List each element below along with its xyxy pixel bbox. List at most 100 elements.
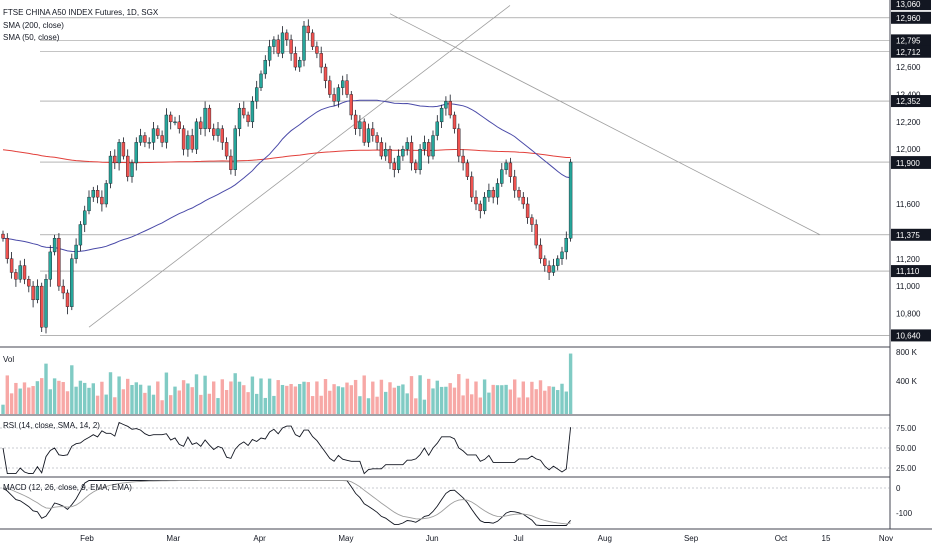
- price-tag-bg: [891, 34, 931, 47]
- sma200-line: [2, 149, 571, 164]
- volume-bar: [392, 387, 396, 414]
- price-tag-bg: [891, 95, 931, 108]
- candle-body: [18, 265, 22, 280]
- volume-bar: [207, 393, 212, 414]
- candle-body: [371, 128, 375, 136]
- sma50-legend: SMA (50, close): [3, 33, 60, 42]
- time-tick-label: Nov: [879, 534, 893, 543]
- volume-bar: [143, 392, 147, 414]
- candle-body: [160, 135, 164, 143]
- candle-body: [48, 251, 52, 280]
- volume-bar: [414, 398, 418, 414]
- volume-bar: [151, 394, 156, 414]
- volume-bar: [384, 391, 388, 414]
- candle-body: [530, 217, 534, 225]
- volume-bar: [108, 372, 113, 414]
- volume-bar: [5, 375, 9, 414]
- candle-body: [568, 161, 573, 239]
- volume-bar: [534, 389, 538, 414]
- volume-bar: [22, 382, 27, 414]
- price-tick-label: 12,960: [896, 14, 921, 23]
- volume-bar: [461, 395, 465, 414]
- time-tick-label: May: [338, 534, 353, 543]
- candle-body: [474, 196, 478, 205]
- candle-body: [422, 142, 427, 150]
- volume-bar: [439, 386, 444, 414]
- candle-body: [379, 142, 384, 157]
- volume-bar: [470, 394, 474, 414]
- candle-body: [242, 107, 246, 116]
- volume-bar: [349, 385, 353, 414]
- candle-body: [560, 251, 564, 259]
- time-tick-label: Sep: [684, 534, 699, 543]
- volume-bar: [517, 397, 521, 414]
- candle-body: [457, 128, 461, 157]
- volume-bar: [276, 380, 280, 414]
- volume-bar: [190, 387, 194, 414]
- candle-body: [534, 224, 538, 246]
- candle-body: [513, 176, 517, 191]
- time-tick-label: Oct: [775, 534, 788, 543]
- candle-body: [556, 258, 560, 266]
- volume-bar: [216, 398, 220, 414]
- time-tick-label: Mar: [166, 534, 180, 543]
- candle-body: [263, 60, 267, 75]
- candle-body: [306, 25, 310, 34]
- candle-body: [310, 32, 315, 47]
- volume-bar: [431, 388, 435, 414]
- price-tick-label: 12,600: [896, 63, 921, 72]
- candle-body: [40, 285, 44, 328]
- volume-bar: [491, 384, 495, 414]
- candle-body: [375, 135, 379, 143]
- price-tick-label: 11,000: [896, 282, 920, 291]
- candle-body: [401, 149, 405, 157]
- volume-bar: [341, 387, 345, 414]
- volume-bar: [173, 386, 177, 414]
- volume-bar: [83, 382, 87, 414]
- volume-bar: [379, 379, 384, 414]
- volume-bar: [186, 383, 190, 414]
- candle-body: [328, 80, 332, 95]
- volume-bar: [194, 374, 199, 414]
- candle-body: [57, 238, 61, 287]
- volume-bar: [121, 389, 126, 414]
- candle-body: [491, 190, 495, 198]
- volume-bar: [181, 380, 186, 414]
- candle-body: [521, 196, 525, 205]
- volume-bar: [435, 380, 439, 414]
- candle-body: [293, 53, 298, 68]
- time-tick-label: 15: [822, 534, 831, 543]
- price-tick-label: 11,375: [896, 231, 920, 240]
- volume-bar: [366, 398, 371, 414]
- macd-panel-label: MACD (12, 26, close, 9, EMA, EMA): [3, 483, 132, 492]
- price-tick-label: 10,640: [896, 331, 921, 340]
- volume-bar: [396, 385, 401, 414]
- candle-body: [388, 149, 392, 164]
- candle-body: [199, 121, 203, 129]
- candle-body: [336, 87, 341, 102]
- volume-bar: [310, 396, 315, 414]
- candle-body: [87, 196, 91, 212]
- candle-body: [224, 142, 229, 157]
- sma200-legend: SMA (200, close): [3, 21, 64, 30]
- volume-bar: [530, 381, 534, 414]
- rsi-panel-label: RSI (14, close, SMA, 14, 2): [3, 421, 100, 430]
- candle-body: [35, 285, 40, 301]
- candle-body: [495, 183, 500, 198]
- volume-tick-label: 400 K: [896, 377, 918, 386]
- candle-body: [254, 87, 259, 102]
- volume-bar: [18, 388, 22, 414]
- volume-bar: [199, 394, 203, 414]
- candle-body: [138, 135, 143, 143]
- volume-bar: [293, 386, 298, 414]
- volume-bar: [452, 387, 457, 414]
- candle-body: [22, 265, 27, 280]
- volume-bar: [91, 383, 95, 414]
- volume-bar: [362, 375, 366, 414]
- volume-bar: [44, 363, 48, 414]
- volume-bar: [568, 353, 573, 414]
- volume-bar: [233, 373, 237, 414]
- volume-bar: [422, 399, 427, 414]
- candle-body: [246, 114, 250, 123]
